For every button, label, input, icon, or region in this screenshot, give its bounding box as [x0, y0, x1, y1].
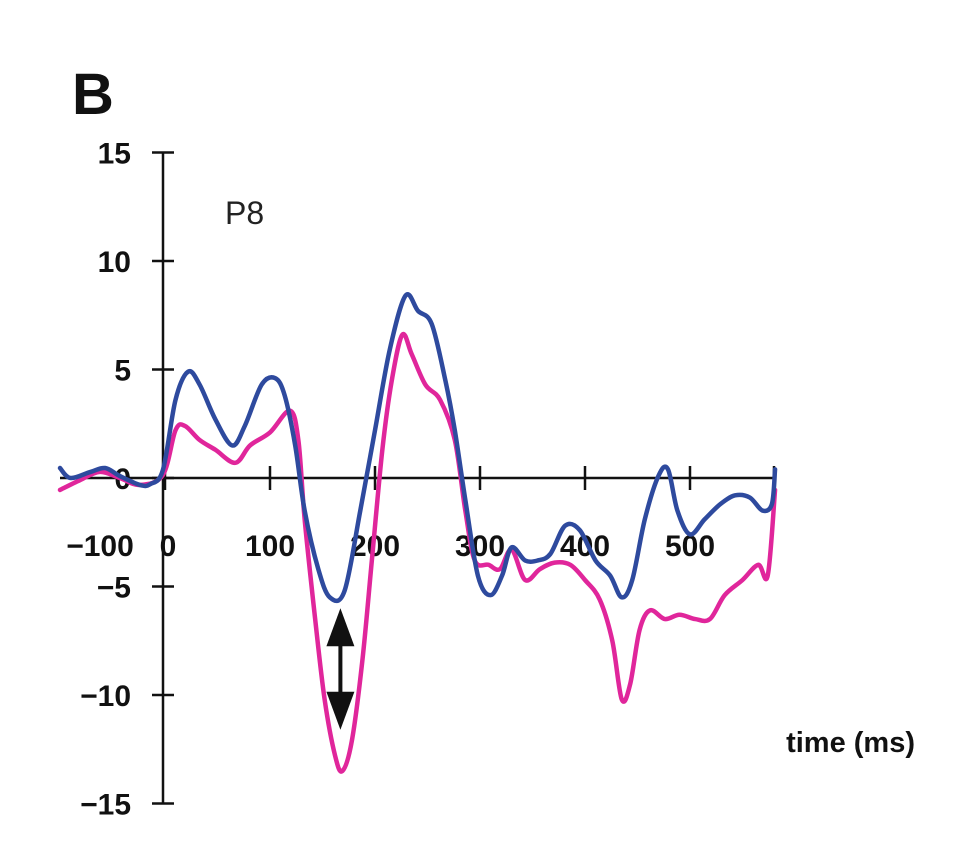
x-tick-label: −100 [66, 530, 134, 563]
series-line-magenta [57, 331, 778, 774]
x-axis-label: time (ms) [786, 727, 915, 759]
y-tick-label: 10 [98, 246, 131, 279]
x-tick-label: 300 [455, 530, 505, 563]
x-tick-label: 100 [245, 530, 295, 563]
y-tick-label: −15 [80, 789, 131, 822]
series-group [57, 292, 778, 774]
arrow-head-down [326, 691, 355, 730]
double-arrow-annotation [326, 608, 355, 730]
panel-label: B [72, 62, 114, 127]
y-tick-label: 15 [98, 138, 131, 171]
x-tick-label: 0 [160, 530, 177, 563]
series-line-blue [57, 292, 778, 604]
channel-annotation: P8 [225, 195, 264, 231]
y-tick-label: 5 [114, 355, 131, 388]
y-tick-label: −10 [80, 680, 131, 713]
arrow-head-up [326, 608, 355, 647]
y-tick-label: −5 [97, 572, 131, 605]
